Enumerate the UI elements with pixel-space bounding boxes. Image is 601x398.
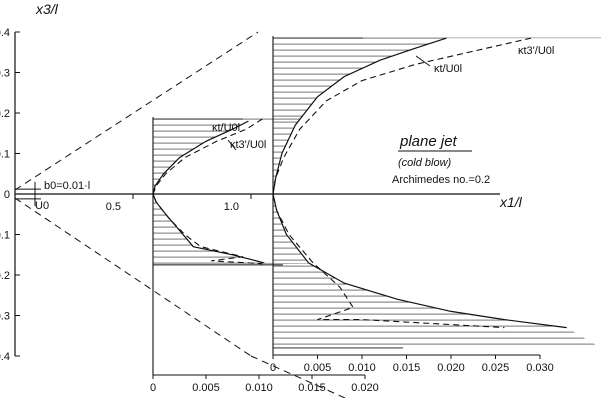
kappa-tick-label: 0.005 bbox=[304, 362, 332, 374]
velocity-profiles bbox=[152, 37, 567, 329]
y-tick-label: 0.4 bbox=[0, 27, 10, 39]
kappa-tick-label: 0.015 bbox=[393, 362, 421, 374]
nozzle-width-label: b0=0.01·l bbox=[44, 180, 90, 192]
y-tick-label: -0.4 bbox=[0, 351, 10, 363]
kappa-tick-label: 0 bbox=[150, 382, 156, 394]
kappa-tick-label: 0.010 bbox=[348, 362, 376, 374]
tick-labels: 0.4 0.3 0.2 0.1 0 -0.1 -0.2 -0.3 -0.4 0.5 1.0 0 0.00… bbox=[0, 27, 554, 394]
x-tick-label: 1.0 bbox=[224, 201, 239, 213]
label-leader bbox=[227, 139, 237, 151]
chart-subtitle: (cold blow) bbox=[398, 157, 452, 169]
kappa-tick-label: 0.005 bbox=[192, 382, 220, 394]
profile-hatching bbox=[153, 37, 601, 348]
y-axis-label: x3/l bbox=[35, 1, 59, 17]
kappa-tick-label: 0.010 bbox=[245, 382, 273, 394]
series-kt3-line bbox=[272, 37, 532, 329]
kappa-tick-label: 0.020 bbox=[437, 362, 465, 374]
series-kt3-line bbox=[152, 118, 263, 265]
jet-boundary-line bbox=[14, 31, 259, 191]
y-tick-label: -0.2 bbox=[0, 270, 10, 282]
profile-mask bbox=[273, 38, 601, 348]
kappa-tick-label: 0.020 bbox=[351, 382, 379, 394]
profile2-label-kt: κt/U0l bbox=[434, 63, 462, 75]
y-tick-label: 0.1 bbox=[0, 149, 10, 161]
y-tick-label: -0.3 bbox=[0, 311, 10, 323]
x-tick-label: 0.5 bbox=[106, 201, 121, 213]
nozzle-velocity-label: U0 bbox=[35, 200, 49, 212]
y-tick-label: -0.1 bbox=[0, 230, 10, 242]
y-tick-label: 0.3 bbox=[0, 68, 10, 80]
jet-boundary-line bbox=[250, 355, 346, 398]
chart-title: plane jet bbox=[399, 133, 458, 150]
archimedes-note: Archimedes no.=0.2 bbox=[392, 174, 490, 186]
kappa-tick-label: 0 bbox=[270, 362, 276, 374]
profile2-label-kt3: κt3'/U0l bbox=[518, 45, 554, 57]
jet-boundary-lines bbox=[14, 31, 346, 398]
kappa-tick-label: 0.015 bbox=[298, 382, 326, 394]
label-leader bbox=[415, 55, 431, 67]
profile1-label-kt3: κt3'/U0l bbox=[230, 139, 266, 151]
y-tick-label: 0.2 bbox=[0, 108, 10, 120]
x-axis-label: x1/l bbox=[499, 194, 523, 210]
kappa-tick-label: 0.030 bbox=[526, 362, 554, 374]
kappa-tick-label: 0.025 bbox=[482, 362, 510, 374]
profile1-label-kt: κt/U0l bbox=[212, 122, 240, 134]
y-tick-label: 0 bbox=[4, 189, 10, 201]
